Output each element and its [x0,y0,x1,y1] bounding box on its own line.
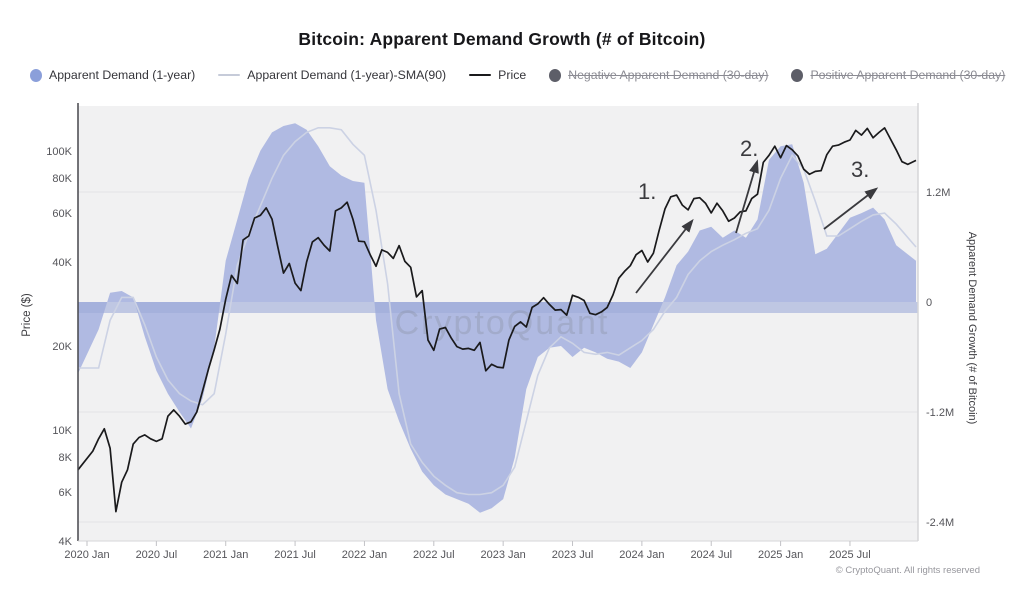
x-axis-tick: 2020 Jan [64,549,109,561]
legend-label: Apparent Demand (1-year)-SMA(90) [247,68,447,82]
zero-band [78,302,918,313]
circle-marker-icon [30,68,42,82]
sma-line [78,127,917,496]
left-axis-tick: 40K [52,257,72,269]
x-axis-tick: 2020 Jul [136,549,178,561]
circle-marker-icon [791,68,804,82]
legend-item-negative-apparent-demand[interactable]: Negative Apparent Demand (30-day) [549,68,768,82]
left-axis-tick: 100K [46,146,72,158]
annotation-arrow-2 [735,159,759,234]
x-axis-tick: 2022 Jan [342,549,387,561]
x-axis-tick: 2024 Jan [619,549,664,561]
annotation-arrow-1 [635,218,694,294]
watermark: CryptoQuant [395,304,610,342]
x-axis-tick: 2025 Jul [829,549,871,561]
apparent-demand-area [78,123,916,513]
legend-item-positive-apparent-demand[interactable]: Positive Apparent Demand (30-day) [791,68,1005,82]
circle-marker-icon [549,68,562,82]
left-axis-tick: 8K [59,452,73,464]
copyright-note: © CryptoQuant. All rights reserved [835,565,980,576]
x-axis-tick: 2024 Jul [690,549,732,561]
legend-label: Positive Apparent Demand (30-day) [810,68,1006,82]
x-axis-tick: 2022 Jul [413,549,455,561]
left-axis-tick: 80K [52,173,72,185]
x-axis-tick: 2023 Jan [481,549,526,561]
right-axis-tick: 0 [926,297,932,309]
annotation-label-1: 1. [638,179,656,204]
annotation-arrow-3 [823,187,879,230]
legend-item-apparent-demand-sma[interactable]: Apparent Demand (1-year)-SMA(90) [218,68,446,82]
annotation-label-2: 2. [740,136,758,161]
x-axis-tick: 2021 Jan [203,549,248,561]
left-axis-tick: 6K [59,487,73,499]
right-axis-tick: 1.2M [926,187,950,199]
left-axis-tick: 60K [52,208,72,220]
x-axis-tick: 2021 Jul [274,549,316,561]
left-axis-tick: 10K [52,425,72,437]
price-line [77,127,917,513]
annotation-label-3: 3. [851,157,869,182]
legend-label: Negative Apparent Demand (30-day) [568,68,769,82]
x-axis-tick: 2025 Jan [758,549,803,561]
legend-label: Price [498,68,527,82]
right-axis-tick: -1.2M [926,407,954,419]
x-axis-tick: 2023 Jul [552,549,594,561]
left-axis-tick: 4K [59,536,73,548]
right-axis-tick: -2.4M [926,517,954,529]
legend: Apparent Demand (1-year) Apparent Demand… [30,68,1008,82]
legend-label: Apparent Demand (1-year) [49,68,196,82]
left-axis-tick: 20K [52,341,72,353]
line-marker-icon [469,74,492,76]
line-marker-icon [218,74,241,76]
page-title: Bitcoin: Apparent Demand Growth (# of Bi… [298,29,706,49]
legend-item-apparent-demand[interactable]: Apparent Demand (1-year) [30,68,195,82]
legend-item-price[interactable]: Price [469,68,526,82]
